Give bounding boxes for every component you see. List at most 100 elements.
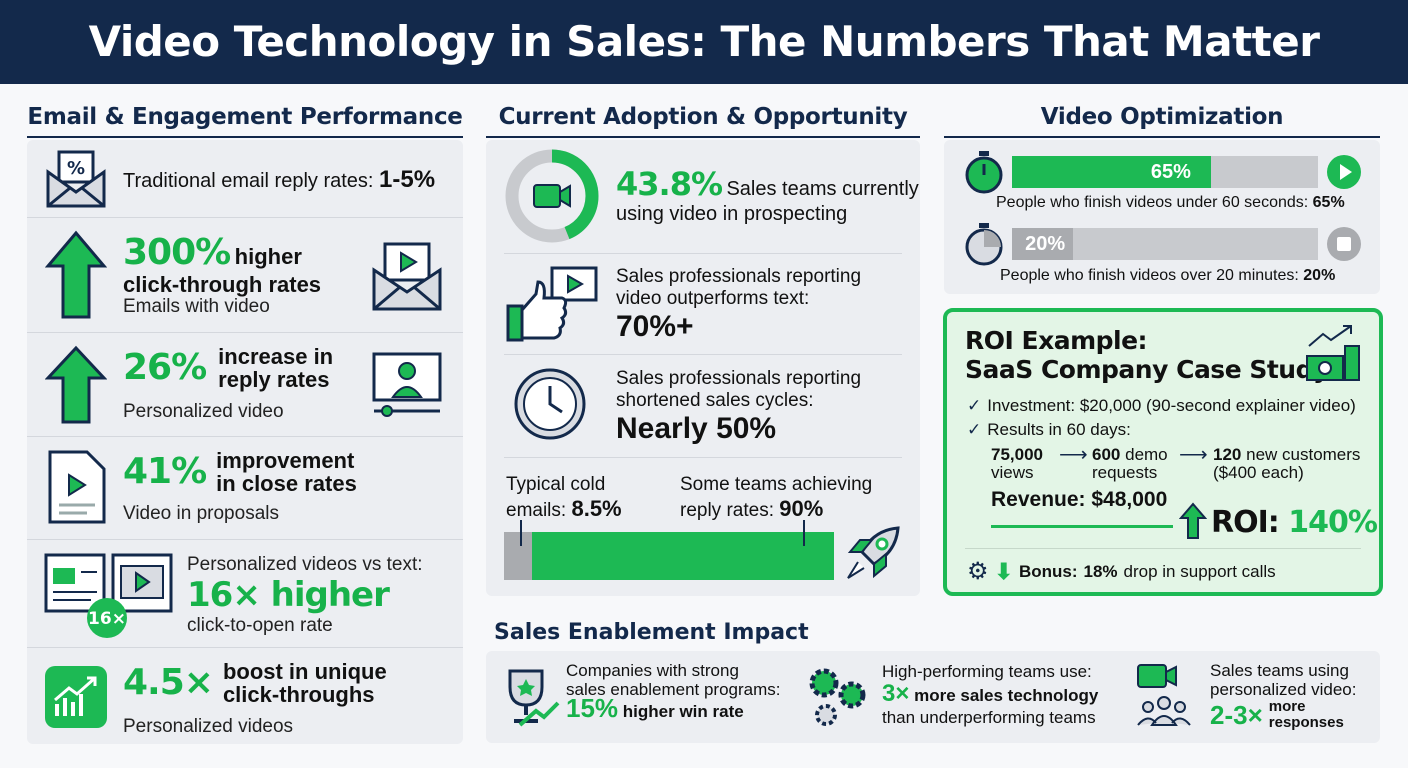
arrow-right-icon: ⟶ [1179,444,1208,466]
email-reply-value: 1-5% [379,166,436,193]
clock-icon [514,368,586,440]
enablement-stat-text: responses [1268,714,1344,731]
enablement-text: personalized video: [1210,680,1357,699]
stat-text: reply rates [218,367,330,392]
cold-email-label: Typical cold [506,474,606,495]
roi-demo-value: 600 [1092,445,1121,464]
list-item: 26% increase in reply rates Personalized v… [27,333,463,437]
top-teams-marker [803,520,805,546]
rocket-icon [847,526,900,579]
cold-email-label: emails: [506,499,572,521]
section-heading-enablement: Sales Enablement Impact [494,620,809,645]
money-growth-icon [1306,325,1360,381]
bonus-value: 18% [1083,562,1118,582]
list-item: 16× Personalized videos vs text: 16× high… [27,540,463,648]
arrow-up-icon [45,345,107,424]
thumbs-up-video-icon [506,266,598,342]
roi-views-value: 75,000 [991,445,1043,464]
email-engagement-panel: % Traditional email reply rates: 1-5% 30… [27,140,463,744]
gear-icon: ⚙ [967,558,989,585]
section-heading-email: Email & Engagement Performance [27,104,463,138]
video-document-icon [48,450,106,524]
video-email-icon [372,242,442,311]
stat-text: in close rates [216,471,357,496]
video-camera-icon [533,184,571,208]
gears-icon [809,668,866,726]
optimization-panel: 65% People who finish videos under 60 se… [944,140,1380,294]
arrow-right-icon: ⟶ [1059,444,1088,466]
enablement-text: Sales teams using [1210,661,1349,680]
list-item: 4.5× boost in unique click-throughs Person… [27,648,463,744]
enablement-stat-text: more [1268,698,1306,715]
check-icon: ✓ [967,420,982,439]
roi-demo-label: demo [1125,445,1168,464]
adoption-stat: 43.8% [616,165,723,203]
enablement-stat: 15% [566,693,619,723]
stopwatch-icon [965,223,1003,266]
stat-text: increase in [218,344,334,369]
roi-label: ROI: [1211,505,1289,540]
stop-icon[interactable] [1326,226,1362,262]
roi-case-study-card: ROI Example: SaaS Company Case Study ✓ Inv… [943,308,1383,596]
enablement-stat-text: more sales technology [914,686,1099,705]
list-item: 300% higher click-through rates Emails wit… [27,218,463,333]
top-teams-label: Some teams achieving [680,474,873,495]
outperform-text: video outperforms text: [616,287,810,309]
section-heading-optimization: Video Optimization [944,104,1380,138]
enablement-stat: 3× [882,680,910,707]
enablement-text: than underperforming teams [882,708,1096,727]
cold-email-marker [520,520,522,546]
stat-sub: click-to-open rate [187,614,333,636]
roi-customers-label: new customers [1246,445,1361,464]
bonus-label: Bonus: [1018,562,1078,582]
stat-value: 41% [123,451,207,493]
completion-caption: People who finish videos over 20 minutes… [1000,267,1304,284]
stat-text: click-through rates [123,272,322,298]
list-item: % Traditional email reply rates: 1-5% [27,140,463,218]
outperform-value: 70%+ [616,309,694,343]
stat-value: 26% [123,347,207,389]
completion-bar-short-fill: 65% [1012,156,1211,188]
growth-chart-icon [45,666,107,728]
completion-caption-value: 20% [1303,267,1336,284]
completion-caption: People who finish videos under 60 second… [996,194,1313,211]
reply-rate-bar [504,532,834,580]
section-heading-adoption: Current Adoption & Opportunity [486,104,920,138]
arrow-up-icon [1179,502,1207,539]
stat-value: 4.5× [123,662,214,704]
adoption-donut-fill [505,149,599,243]
cycles-text: shortened sales cycles: [616,389,814,411]
completion-caption-value: 65% [1312,194,1345,211]
list-item: 41% improvement in close rates Video in pr… [27,437,463,540]
outperform-text: Sales professionals reporting [616,266,862,287]
check-icon: ✓ [967,396,982,415]
email-reply-label: Traditional email reply rates: [123,170,380,192]
stat-sub: Emails with video [123,296,270,318]
stat-value: 16× higher [187,574,390,615]
stopwatch-icon [965,151,1003,194]
cycles-value: Nearly 50% [616,411,777,445]
roi-title: ROI Example: [965,326,1148,355]
cycles-text: Sales professionals reporting [616,368,862,389]
roi-customers-label: ($400 each) [1213,463,1304,482]
enablement-stat-text: higher win rate [622,702,744,721]
trophy-icon [508,669,560,727]
top-teams-label: reply rates: [680,499,780,521]
enablement-text: High-performing teams use: [882,662,1092,681]
arrow-up-icon [45,230,107,319]
page-title: Video Technology in Sales: The Numbers T… [0,0,1408,84]
reply-rate-low-segment [504,532,533,580]
stat-sub: Video in proposals [123,503,279,524]
stat-text: click-throughs [222,682,375,707]
enablement-panel: Companies with strong sales enablement pr… [486,651,1380,743]
top-teams-value: 90% [779,495,824,521]
stat-sub: Personalized videos [123,716,294,737]
enablement-stat: 2-3× [1210,699,1263,730]
adoption-text: using video in prospecting [616,202,848,225]
svg-text:%: % [67,158,85,179]
cold-email-value: 8.5% [571,495,622,521]
multiplier-badge: 16× [88,609,126,629]
play-icon[interactable] [1326,154,1362,190]
stat-sub: Personalized video [123,401,284,422]
video-presenter-icon [372,352,442,417]
